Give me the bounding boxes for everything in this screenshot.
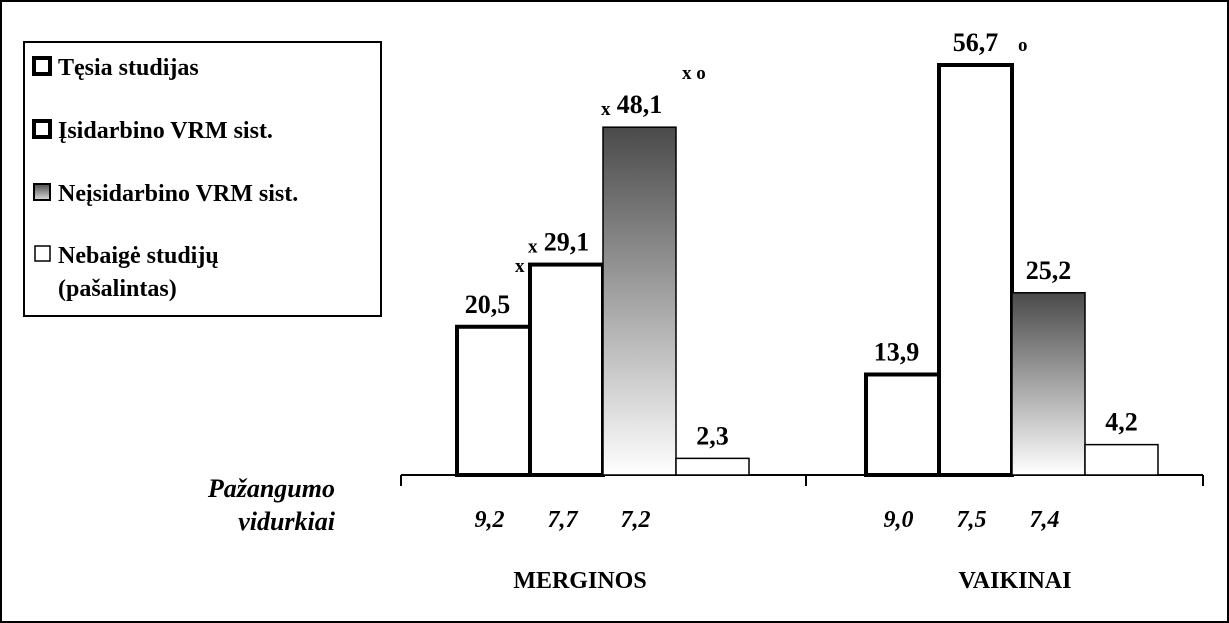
category-label-vaikinai: VAIKINAI: [959, 568, 1072, 594]
bar-merginos-neisidarbino: [602, 126, 677, 476]
average-label-vaikinai-neisidarbino: 7,4: [1030, 507, 1060, 533]
value-label-merginos-isidarbino: 29,1: [544, 228, 590, 257]
average-label-vaikinai-isidarbino: 7,5: [957, 507, 987, 533]
average-label-vaikinai-tesia: 9,0: [884, 507, 914, 533]
legend-swatch-neisidarbino: [33, 183, 51, 201]
bar-vaikinai-neisidarbino: [1011, 292, 1086, 476]
bar-vaikinai-nebaige: [1084, 443, 1159, 476]
value-label-merginos-neisidarbino: 48,1: [617, 90, 663, 119]
legend-swatch-nebaige: [34, 245, 51, 262]
legend-swatch-tesia: [32, 56, 52, 76]
value-label-merginos-nebaige: 2,3: [696, 421, 729, 450]
significance-mark-extra-1: x: [515, 256, 525, 277]
legend: Tęsia studijas Įsidarbino VRM sist. Neįs…: [23, 41, 382, 317]
bar-vaikinai-tesia: [864, 372, 941, 477]
bar-merginos-nebaige: [675, 457, 750, 476]
legend-box: [23, 41, 382, 317]
category-label-merginos: MERGINOS: [513, 568, 646, 594]
bar-merginos-isidarbino: [528, 262, 605, 477]
bar-vaikinai-isidarbino: [937, 63, 1014, 477]
average-label-merginos-isidarbino: 7,7: [548, 507, 579, 533]
significance-mark-merginos-neisidarbino: x: [601, 99, 611, 120]
averages-axis-title-line1: Pažangumo: [207, 474, 335, 503]
significance-mark-extra-0: x o: [682, 63, 706, 84]
significance-mark-vaikinai-isidarbino: o: [1018, 35, 1028, 56]
legend-label-tesia: Tęsia studijas: [58, 55, 199, 81]
legend-label-neisidarbino: Neįsidarbino VRM sist.: [58, 181, 298, 207]
value-label-vaikinai-isidarbino: 56,7: [953, 28, 999, 57]
legend-label-nebaige: Nebaigė studijų: [58, 243, 219, 269]
value-label-vaikinai-neisidarbino: 25,2: [1026, 256, 1072, 285]
average-label-merginos-tesia: 9,2: [475, 507, 505, 533]
legend-label-isidarbino: Įsidarbino VRM sist.: [58, 118, 273, 144]
value-label-vaikinai-tesia: 13,9: [874, 337, 920, 366]
labels-layer: 20,5 9,2 29,1 7,7 x 48,1 7,2 x 2,3 13,9 9,0 56,7 7,5…: [465, 28, 1138, 533]
legend-label-nebaige-line2: (pašalintas): [58, 276, 177, 302]
average-label-merginos-neisidarbino: 7,2: [621, 507, 651, 533]
value-label-vaikinai-nebaige: 4,2: [1105, 408, 1138, 437]
legend-swatch-isidarbino: [32, 119, 52, 139]
bars-layer: [455, 63, 1159, 477]
averages-axis-title-line2: vidurkiai: [238, 507, 336, 536]
value-label-merginos-tesia: 20,5: [465, 290, 511, 319]
bar-merginos-tesia: [455, 324, 532, 477]
significance-mark-merginos-isidarbino: x: [528, 237, 538, 258]
